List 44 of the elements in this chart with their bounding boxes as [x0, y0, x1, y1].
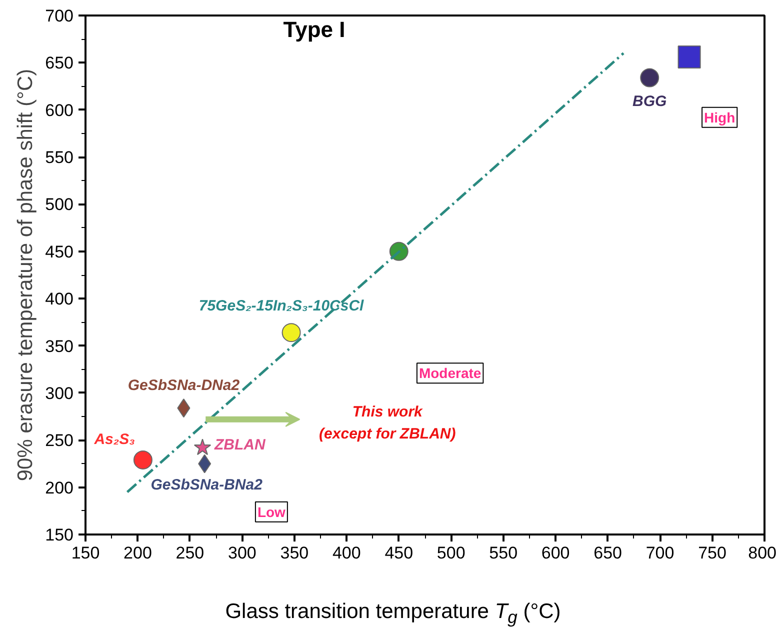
- x-tick-label: 450: [384, 544, 414, 562]
- series-label: BGG: [632, 92, 668, 110]
- x-tick-label: 400: [332, 544, 361, 562]
- y-axis-title: 90% erasure temperature of phase shift (°C): [14, 68, 38, 482]
- x-tick-label: 150: [71, 544, 100, 562]
- x-axis-title: Glass transition temperature T$_{g}$ (°C): [225, 599, 561, 630]
- x-tick-label: 550: [489, 544, 518, 562]
- x-tick-label: 750: [698, 544, 726, 562]
- y-tick-label: 150: [45, 526, 74, 544]
- x-tick-label: 700: [646, 544, 674, 562]
- y-tick-label: 500: [45, 195, 74, 214]
- series-label: GeSbSNa-DNa2: [128, 377, 240, 394]
- chart-title: Type I: [283, 16, 346, 42]
- y-tick-label: 300: [45, 384, 74, 403]
- y-tick-label: 350: [45, 336, 74, 356]
- point: [282, 323, 301, 342]
- annotation: Low: [257, 504, 286, 520]
- x-tick-label: 200: [124, 544, 152, 562]
- y-tick-label: 700: [45, 6, 74, 26]
- point: [194, 438, 212, 456]
- y-tick-label: 550: [45, 148, 74, 168]
- y-tick-label: 400: [45, 290, 74, 309]
- x-tick-label: 600: [541, 544, 570, 562]
- y-tick-label: 450: [45, 242, 74, 262]
- point: [640, 68, 660, 88]
- annotation: Moderate: [418, 365, 482, 382]
- y-tick-label: 600: [45, 100, 74, 120]
- series-label: 75GeS₂-15In₂S₃-10CsCl: [198, 298, 365, 315]
- y-tick-label: 650: [45, 54, 74, 73]
- x-tick-label: 650: [594, 544, 622, 562]
- x-tick-label: 800: [748, 544, 776, 562]
- series-label: As₂S₃: [93, 430, 136, 448]
- x-tick-label: 250: [176, 544, 204, 562]
- x-tick-label: 300: [228, 544, 256, 562]
- x-tick-label: 500: [436, 544, 466, 562]
- annotation: High: [704, 109, 736, 126]
- y-tick-label: 200: [45, 478, 74, 498]
- point: [678, 46, 701, 69]
- series-label: ZBLAN: [213, 436, 266, 454]
- x-tick-label: 350: [280, 544, 309, 562]
- series-label: GeSbSNa-BNa2: [150, 476, 264, 494]
- annotation: This work (except for ZBLAN): [319, 404, 456, 443]
- point: [133, 450, 152, 470]
- y-tick-label: 250: [45, 431, 74, 450]
